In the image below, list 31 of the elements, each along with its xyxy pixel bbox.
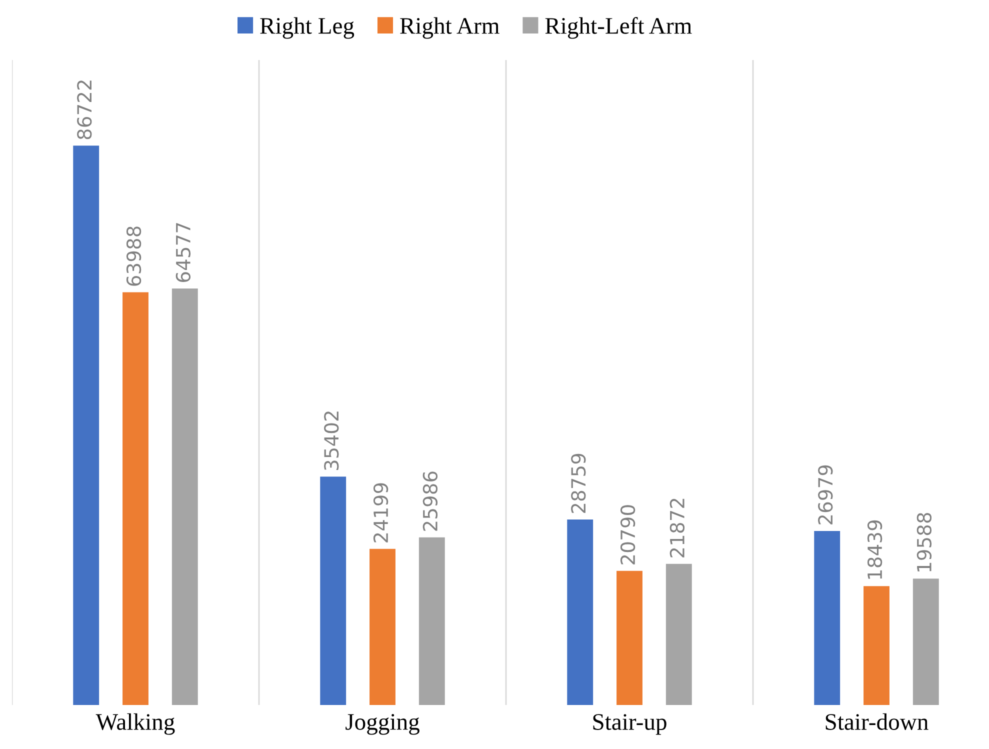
data-label: 21872 xyxy=(670,498,685,558)
x-tick-label: Stair-down xyxy=(826,713,928,730)
x-tick-label: Walking xyxy=(96,713,175,735)
data-label: 24199 xyxy=(373,483,388,542)
bar xyxy=(666,564,692,705)
data-label: 64577 xyxy=(176,223,191,282)
x-tick-label: Stair-up xyxy=(593,714,666,735)
data-label: 20790 xyxy=(620,505,636,564)
legend-label: Right Leg xyxy=(260,17,354,39)
data-label: 26979 xyxy=(818,465,833,524)
bar xyxy=(172,288,198,705)
legend-label: Right-Left Arm xyxy=(545,17,692,39)
bar xyxy=(73,146,100,705)
bar xyxy=(616,570,642,705)
data-label: 18439 xyxy=(867,520,882,579)
bar xyxy=(912,578,939,705)
data-label: 63988 xyxy=(126,226,142,286)
data-label: 86722 xyxy=(77,80,92,140)
data-label: 28759 xyxy=(571,454,586,513)
bar xyxy=(418,537,445,705)
bar xyxy=(370,548,396,705)
bar xyxy=(864,586,890,705)
bar xyxy=(122,292,148,705)
data-label: 19588 xyxy=(916,512,932,572)
data-label: 25986 xyxy=(422,472,438,531)
bar xyxy=(320,476,346,705)
bar xyxy=(567,520,594,705)
legend-label: Right Arm xyxy=(400,17,500,39)
data-label: 35402 xyxy=(324,412,339,470)
bar xyxy=(814,530,840,705)
x-tick-label: Jogging xyxy=(346,714,420,735)
